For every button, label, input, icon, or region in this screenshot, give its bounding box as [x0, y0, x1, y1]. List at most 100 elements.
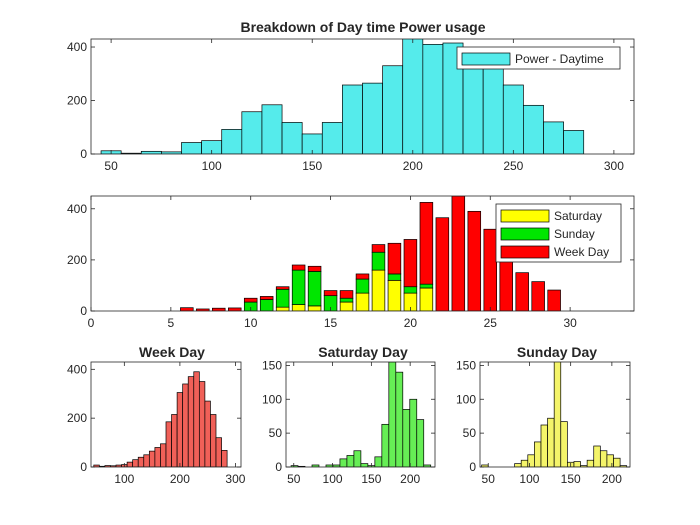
stacked-bar-segment	[387, 242, 402, 275]
histogram-bar	[527, 454, 535, 467]
x-tick-label: 10	[244, 316, 258, 330]
panel-week-day: Week Day 100 200 300 0 200 400	[67, 344, 246, 486]
x-tick-label: 50	[104, 159, 118, 173]
stacked-bar-segment	[387, 279, 402, 311]
subplot-title-week-day: Week Day	[139, 344, 205, 360]
y-tick-label: 200	[67, 411, 87, 425]
stacked-bar-segment	[275, 288, 290, 308]
histogram-bar	[382, 65, 404, 154]
legend-label: Sunday	[554, 227, 595, 241]
histogram-bar	[362, 82, 383, 154]
stacked-bar-segment	[419, 283, 434, 289]
histogram-bar	[126, 461, 134, 467]
y-tick-label: 0	[80, 304, 87, 318]
stacked-bar-segment	[196, 308, 210, 311]
histogram-bar	[311, 464, 320, 467]
stacked-bar-segment	[547, 289, 561, 311]
histogram-bar	[221, 450, 228, 467]
chart-title: Breakdown of Day time Power usage	[240, 19, 485, 35]
panel-sunday-day: Sunday Day 50 100 150 200 0 50 100 150	[456, 344, 631, 486]
subplot-title-sunday-day: Sunday Day	[517, 344, 597, 360]
x-tick-label: 100	[519, 472, 539, 486]
axes-frame	[285, 361, 436, 468]
stacked-bar-segment	[339, 301, 354, 311]
histogram-bar	[514, 463, 522, 467]
x-tick-label: 50	[482, 472, 496, 486]
histogram-bar	[613, 457, 621, 467]
histogram-bar	[573, 461, 581, 467]
y-tick-label: 400	[67, 202, 87, 216]
bar-group	[100, 39, 585, 154]
histogram-bar	[619, 465, 628, 467]
stacked-bar-segment	[307, 265, 322, 272]
bar-group	[290, 362, 432, 467]
histogram-bar	[281, 122, 303, 154]
stacked-bar-segment	[291, 269, 306, 305]
stacked-bar-segment	[419, 287, 434, 311]
histogram-bar	[132, 459, 139, 467]
x-tick-label: 100	[202, 159, 222, 173]
y-tick-label: 0	[275, 460, 282, 474]
histogram-bar	[171, 414, 178, 467]
subplot-title-saturday-day: Saturday Day	[318, 344, 408, 360]
stacked-bar-segment	[291, 304, 306, 311]
legend-swatch	[500, 227, 550, 241]
stacked-bar-segment	[403, 239, 418, 288]
histogram-bar	[176, 392, 184, 467]
histogram-bar	[547, 417, 555, 467]
histogram-bar	[221, 129, 243, 154]
y-tick-label: 200	[67, 94, 87, 108]
stacked-bar-segment	[212, 307, 226, 311]
stacked-bar-segment	[291, 264, 306, 271]
bar-group	[481, 362, 628, 467]
histogram-bar	[160, 443, 167, 467]
panel-daytime-power: Breakdown of Day time Power usage 50 100 1…	[67, 19, 635, 173]
histogram-bar	[140, 150, 162, 154]
x-tick-label: 300	[225, 472, 245, 486]
x-tick-label: 200	[602, 472, 622, 486]
stacked-bar-segment	[180, 307, 194, 311]
axes-frame	[90, 38, 635, 155]
histogram-bar	[423, 464, 432, 467]
y-tick-label: 50	[463, 426, 477, 440]
histogram-bar	[482, 65, 504, 154]
stacked-bar-segment	[275, 286, 290, 290]
histogram-bar	[374, 456, 383, 467]
axes-frame	[90, 195, 635, 312]
histogram-bar	[586, 459, 595, 467]
x-tick-label: 150	[302, 159, 322, 173]
legend-swatch	[500, 245, 550, 259]
stacked-bar-segment	[307, 305, 322, 311]
histogram-bar	[346, 455, 355, 467]
histogram-bar	[165, 421, 172, 467]
y-tick-label: 100	[262, 392, 282, 406]
histogram-bar	[148, 450, 156, 467]
histogram-bar	[241, 111, 263, 154]
x-tick-label: 200	[170, 472, 190, 486]
stacked-bar-segment	[339, 297, 354, 303]
stacked-bar-segment	[371, 244, 386, 253]
histogram-bar	[182, 383, 189, 467]
panel-day-type-breakdown: 0 5 10 15 20 25 30 0 200 400 Saturday Sunday Week Da…	[67, 195, 635, 330]
histogram-bar	[540, 424, 548, 467]
histogram-bar	[204, 400, 211, 467]
stacked-bar-segment	[227, 307, 242, 311]
panel-saturday-day: Saturday Day 50 100 150 200 0 50 100 150	[262, 344, 436, 486]
histogram-bar	[187, 376, 195, 467]
histogram-bar	[353, 450, 362, 467]
histogram-bar	[402, 409, 411, 467]
y-tick-label: 150	[262, 358, 282, 372]
histogram-bar	[422, 43, 444, 154]
histogram-bar	[137, 456, 145, 467]
histogram-bar	[198, 381, 206, 467]
stacked-bar-segment	[355, 292, 370, 311]
stacked-bar-segment	[483, 228, 498, 311]
histogram-bar	[342, 84, 363, 154]
histogram-bar	[339, 458, 348, 467]
y-tick-label: 50	[269, 426, 283, 440]
x-tick-label: 30	[563, 316, 577, 330]
stacked-bar-segment	[531, 281, 545, 311]
histogram-bar	[321, 122, 343, 154]
histogram-bar	[154, 447, 161, 467]
